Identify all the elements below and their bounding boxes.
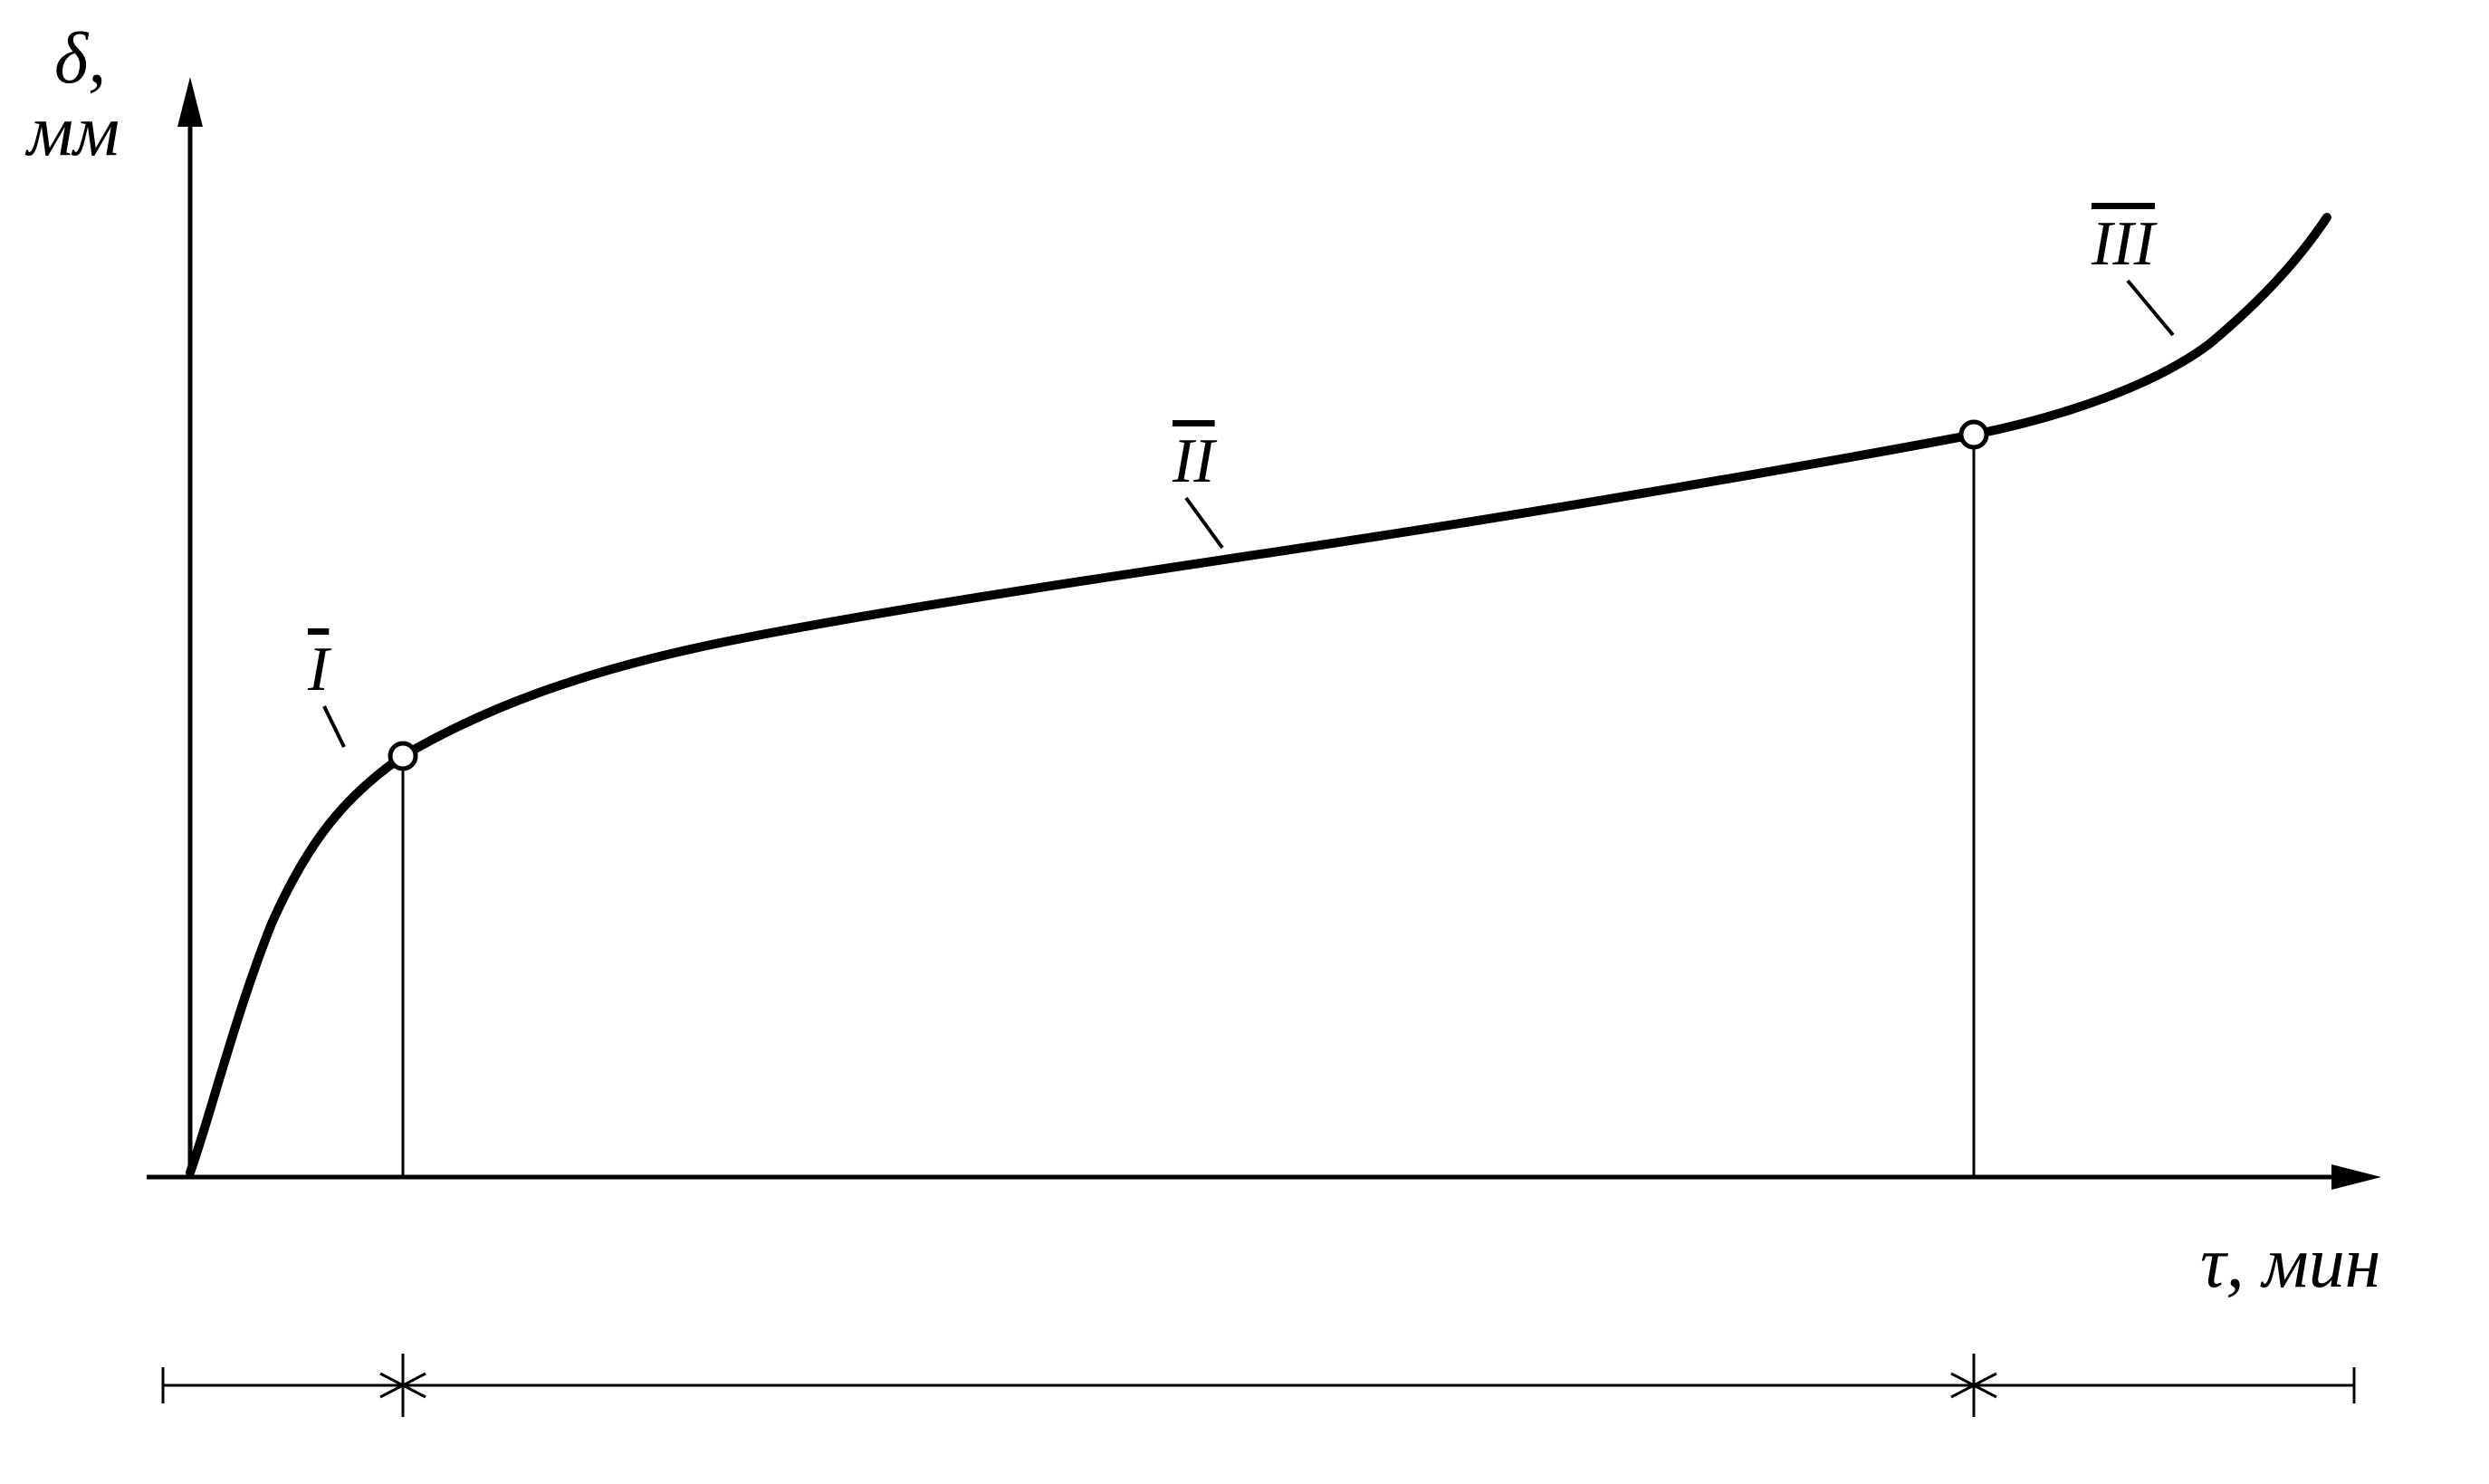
y-axis-label-bottom: мм <box>27 91 120 173</box>
marker-1 <box>390 743 416 769</box>
dimension-line <box>163 1354 2354 1417</box>
y-axis <box>177 77 203 1177</box>
region-label-1: I <box>308 634 329 706</box>
x-axis <box>147 1164 2381 1190</box>
x-axis-label: τ, мин <box>2200 1222 2380 1305</box>
marker-2 <box>1961 422 1986 447</box>
creep-curve <box>190 217 2327 1173</box>
region-label-3: III <box>2092 208 2155 281</box>
leader-lines <box>324 281 2173 747</box>
region-label-2: II <box>1173 426 1215 498</box>
droplines <box>403 447 1974 1177</box>
y-axis-label-top: δ, <box>54 18 106 101</box>
